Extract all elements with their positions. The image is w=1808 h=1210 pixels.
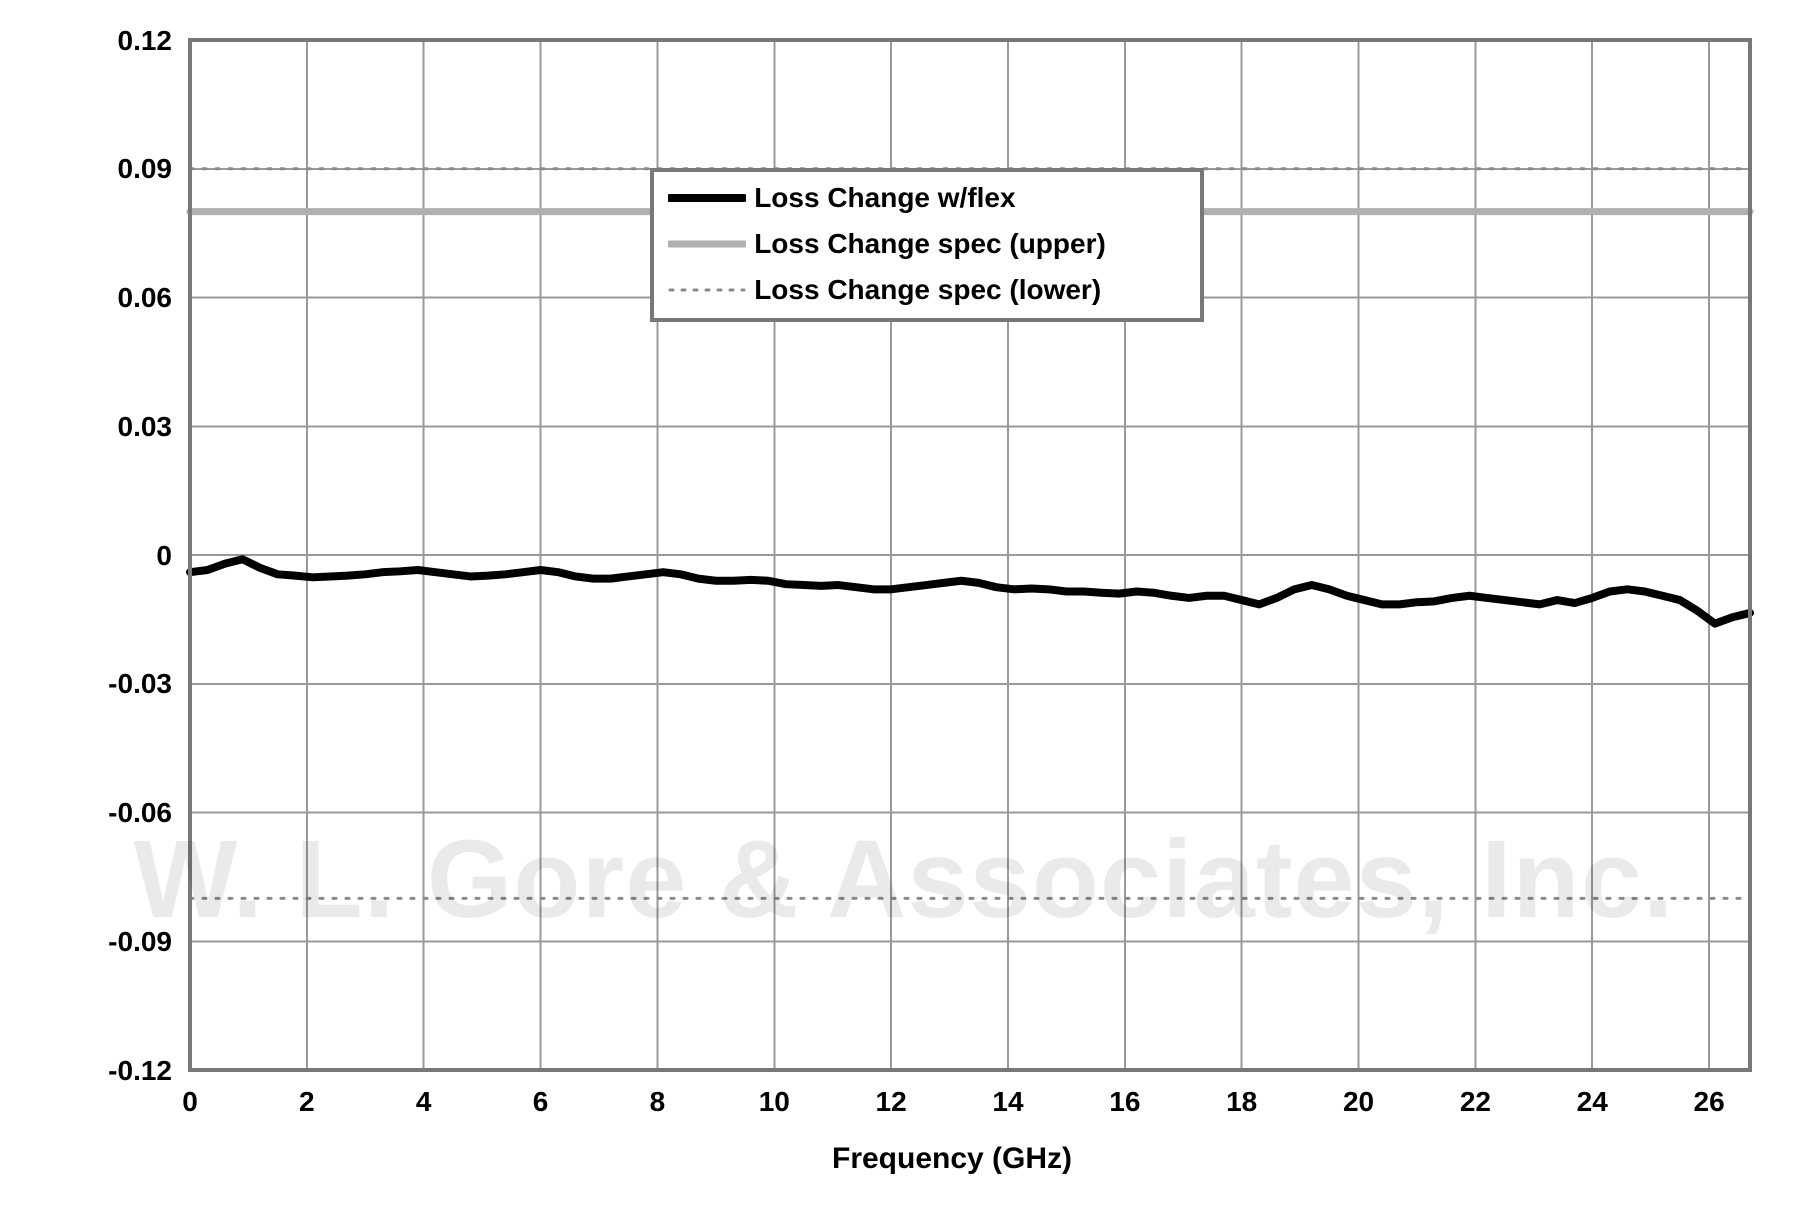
x-tick-label: 20 xyxy=(1343,1086,1374,1118)
legend-swatch xyxy=(668,280,746,300)
legend-label: Loss Change spec (upper) xyxy=(754,228,1106,260)
x-tick-label: 14 xyxy=(992,1086,1023,1118)
y-tick-label: -0.09 xyxy=(108,926,172,958)
y-tick-label: 0.03 xyxy=(118,411,173,443)
x-tick-label: 16 xyxy=(1109,1086,1140,1118)
y-tick-label: 0 xyxy=(156,540,172,572)
legend-row: Loss Change spec (upper) xyxy=(668,228,1186,260)
legend-swatch xyxy=(668,188,746,208)
legend: Loss Change w/flex Loss Change spec (uppe… xyxy=(650,168,1204,322)
y-tick-label: 0.09 xyxy=(118,153,173,185)
x-tick-label: 10 xyxy=(759,1086,790,1118)
loss-change-chart: -0.12-0.09-0.06-0.0300.030.060.090.12024… xyxy=(0,0,1808,1210)
y-tick-label: -0.12 xyxy=(108,1055,172,1087)
legend-row: Loss Change spec (lower) xyxy=(668,274,1186,306)
legend-swatch xyxy=(668,234,746,254)
y-tick-label: 0.06 xyxy=(118,282,173,314)
x-tick-label: 12 xyxy=(876,1086,907,1118)
x-tick-label: 24 xyxy=(1577,1086,1608,1118)
y-tick-label: -0.06 xyxy=(108,797,172,829)
x-tick-label: 26 xyxy=(1694,1086,1725,1118)
x-tick-label: 22 xyxy=(1460,1086,1491,1118)
y-tick-label: -0.03 xyxy=(108,668,172,700)
x-tick-label: 6 xyxy=(533,1086,549,1118)
x-tick-label: 18 xyxy=(1226,1086,1257,1118)
x-tick-label: 8 xyxy=(650,1086,666,1118)
x-axis-title: Frequency (GHz) xyxy=(832,1142,1072,1176)
legend-label: Loss Change spec (lower) xyxy=(754,274,1101,306)
x-tick-label: 0 xyxy=(182,1086,198,1118)
y-tick-label: 0.12 xyxy=(118,25,173,57)
x-tick-label: 2 xyxy=(299,1086,315,1118)
x-tick-label: 4 xyxy=(416,1086,432,1118)
legend-row: Loss Change w/flex xyxy=(668,182,1186,214)
legend-label: Loss Change w/flex xyxy=(754,182,1015,214)
